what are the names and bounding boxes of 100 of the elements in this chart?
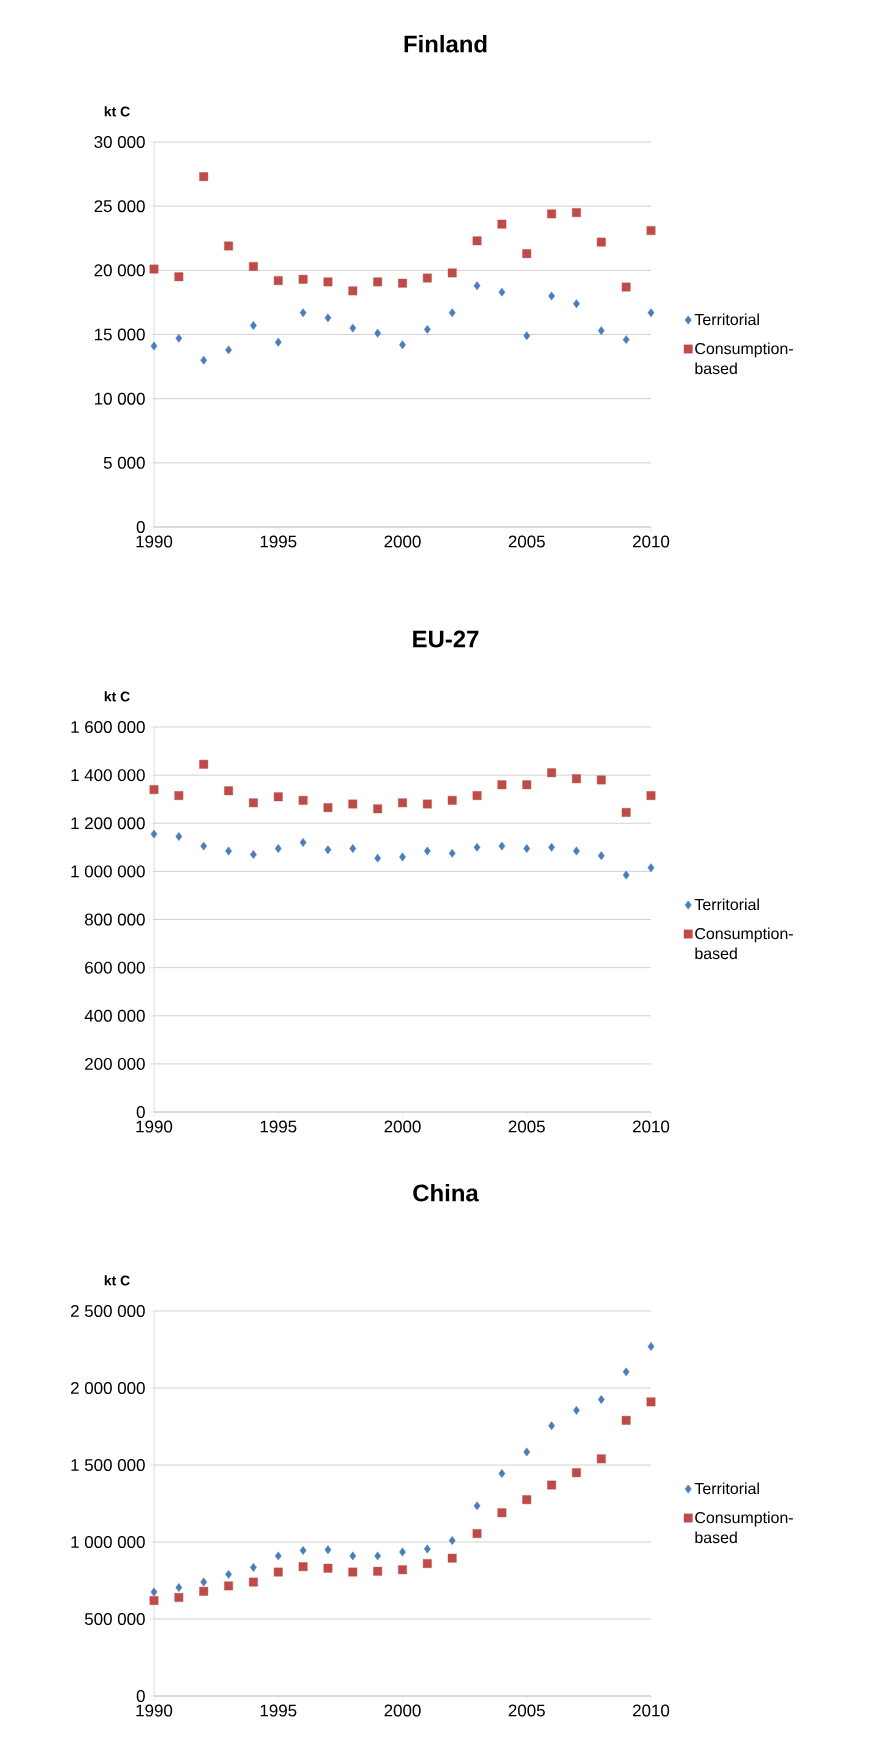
- point: [448, 848, 456, 858]
- point: [199, 1586, 209, 1596]
- point: [447, 1553, 457, 1563]
- point: [348, 1567, 358, 1577]
- point: [522, 1495, 532, 1505]
- point: [597, 851, 605, 861]
- y-tick-label: 400 000: [84, 1009, 145, 1022]
- chart-title: EU-27: [413, 630, 479, 648]
- point: [249, 798, 258, 808]
- point: [622, 870, 630, 880]
- point: [646, 226, 656, 235]
- point: [298, 274, 308, 284]
- point: [224, 241, 233, 251]
- legend-label: Consumption-based: [695, 1511, 793, 1544]
- point: [572, 1468, 581, 1478]
- point: [299, 838, 307, 847]
- point: [398, 1565, 407, 1575]
- point: [348, 286, 358, 296]
- x-tick-label: 2010: [633, 1120, 670, 1133]
- point: [399, 1547, 406, 1557]
- point: [472, 236, 482, 246]
- point: [498, 1469, 506, 1478]
- point: [324, 845, 332, 855]
- x-tick-label: 1990: [136, 1120, 173, 1133]
- point: [422, 799, 432, 809]
- x-tick-label: 1995: [260, 1120, 297, 1133]
- point: [250, 321, 257, 330]
- point: [200, 841, 208, 851]
- point: [298, 796, 308, 805]
- point: [224, 1581, 233, 1591]
- point: [596, 237, 606, 247]
- y-tick-label: 25 000: [94, 200, 145, 213]
- y-tick-label: 30 000: [94, 136, 145, 149]
- point: [250, 850, 257, 859]
- point: [573, 846, 580, 856]
- point: [547, 1480, 556, 1490]
- point: [224, 786, 233, 796]
- point: [523, 1447, 531, 1457]
- point: [175, 832, 183, 841]
- point: [646, 791, 656, 800]
- point: [298, 1562, 308, 1572]
- point: [573, 299, 580, 309]
- x-tick-label: 1995: [260, 1704, 297, 1717]
- point: [548, 842, 555, 852]
- point: [447, 796, 457, 805]
- point: [274, 1551, 282, 1561]
- point: [621, 282, 631, 292]
- point: [498, 287, 506, 297]
- point: [200, 355, 208, 365]
- point: [150, 829, 158, 839]
- point: [647, 308, 655, 318]
- point: [225, 1569, 232, 1579]
- y-tick-label: 0: [136, 521, 145, 534]
- point: [422, 1559, 432, 1568]
- point: [622, 335, 630, 345]
- y-tick-label: 800 000: [85, 913, 145, 926]
- legend-label: Consumption-based: [695, 927, 793, 960]
- point: [349, 323, 357, 333]
- point: [348, 799, 358, 809]
- point: [150, 1587, 158, 1597]
- point: [174, 791, 184, 800]
- point: [200, 1577, 208, 1587]
- point: [373, 804, 383, 814]
- point: [149, 1596, 159, 1605]
- point: [597, 1395, 605, 1404]
- point: [472, 1529, 482, 1538]
- y-tick-label: 0: [136, 1690, 145, 1703]
- point: [424, 1544, 431, 1554]
- point: [349, 1551, 357, 1561]
- point: [547, 209, 556, 219]
- x-tick-label: 2005: [508, 1120, 545, 1133]
- point: [149, 264, 159, 274]
- point: [424, 846, 431, 856]
- point: [522, 780, 532, 790]
- point: [621, 1415, 631, 1425]
- point: [523, 331, 531, 341]
- legend-label: Territorial: [694, 898, 759, 911]
- point: [225, 345, 232, 355]
- y-tick-label: 2 000 000: [71, 1382, 145, 1395]
- point: [646, 1397, 656, 1407]
- y-tick-label: 1 400 000: [71, 769, 145, 782]
- point: [175, 333, 183, 343]
- point: [447, 268, 457, 278]
- point: [374, 853, 381, 863]
- point: [225, 846, 232, 856]
- point: [424, 324, 431, 334]
- y-tick-label: 1 000 000: [71, 1536, 145, 1549]
- x-tick-label: 2000: [384, 1120, 421, 1133]
- point: [374, 1551, 381, 1561]
- y-tick-label: 20 000: [94, 264, 145, 277]
- point: [472, 791, 482, 800]
- y-tick-label: 500 000: [84, 1613, 145, 1626]
- point: [473, 281, 481, 291]
- point: [621, 808, 631, 817]
- x-tick-label: 1990: [136, 1704, 173, 1717]
- legend-label: Territorial: [694, 1482, 759, 1495]
- point: [149, 785, 159, 794]
- y-tick-label: 0: [136, 1106, 145, 1119]
- point: [299, 1546, 307, 1555]
- point: [273, 276, 283, 285]
